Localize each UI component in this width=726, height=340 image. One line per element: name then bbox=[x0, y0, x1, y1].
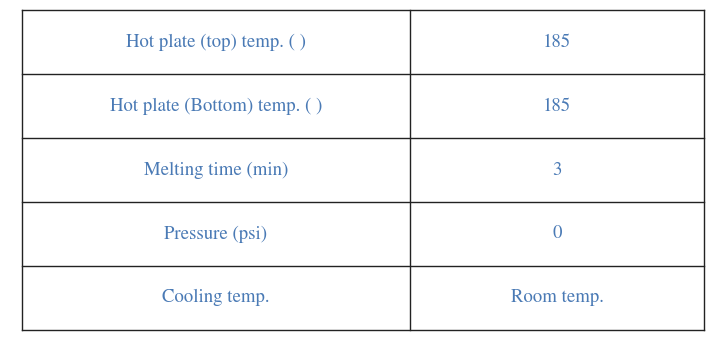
Text: Hot plate (Bottom) temp. (℃): Hot plate (Bottom) temp. (℃) bbox=[110, 98, 322, 115]
Text: Pressure (psi): Pressure (psi) bbox=[164, 225, 268, 242]
Text: 0: 0 bbox=[552, 225, 562, 242]
Text: Room temp.: Room temp. bbox=[511, 289, 603, 306]
Text: 185: 185 bbox=[543, 98, 571, 115]
Text: Cooling temp.: Cooling temp. bbox=[162, 289, 270, 306]
Text: 185: 185 bbox=[543, 34, 571, 51]
Text: Melting time (min): Melting time (min) bbox=[144, 162, 288, 178]
Text: Hot plate (top) temp. (℃): Hot plate (top) temp. (℃) bbox=[126, 34, 306, 51]
Text: 3: 3 bbox=[552, 162, 562, 178]
